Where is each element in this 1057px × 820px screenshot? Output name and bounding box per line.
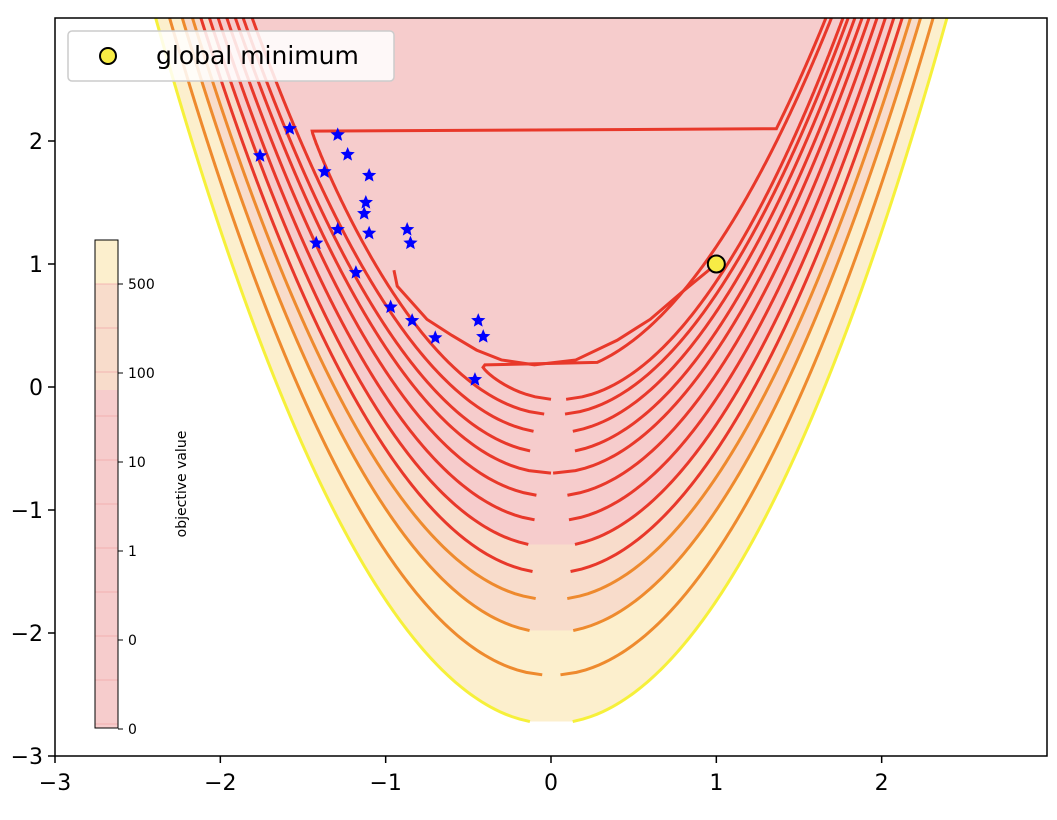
x-tick-label: −3 <box>39 771 71 796</box>
x-tick-label: −1 <box>369 771 401 796</box>
x-tick-label: −2 <box>204 771 236 796</box>
sample-points <box>252 121 491 386</box>
contour-line <box>241 18 864 453</box>
y-tick-label: −3 <box>11 745 43 770</box>
y-tick-label: 0 <box>29 376 43 401</box>
colorbar-tick-label: 10 <box>128 455 146 471</box>
colorbar-tick-label: 0 <box>128 722 137 738</box>
legend-label-global-minimum: global minimum <box>156 41 359 70</box>
colorbar-band <box>95 390 118 728</box>
sample-point-star <box>357 206 372 220</box>
sample-point-star <box>400 222 415 236</box>
sample-point-star <box>252 148 268 162</box>
contour-fill-band <box>483 18 843 400</box>
contour-line <box>310 18 850 416</box>
global-minimum-group <box>706 254 726 274</box>
sample-point-star <box>428 330 443 344</box>
contour-lines <box>154 18 949 724</box>
global-minimum-marker <box>706 254 726 274</box>
sample-point-star <box>403 235 418 250</box>
optimizer-path <box>392 262 718 367</box>
sample-point-star <box>404 313 420 327</box>
colorbar-bands <box>95 240 118 728</box>
sample-point-star <box>330 127 345 141</box>
y-tick-label: −1 <box>11 499 43 524</box>
legend: global minimum <box>67 30 395 82</box>
colorbar-tick-label: 1 <box>128 544 137 560</box>
x-tick-label: 1 <box>709 771 723 796</box>
sample-point-star <box>282 121 297 135</box>
colorbar-tick-label: 100 <box>128 366 155 382</box>
colorbar-label: objective value <box>174 431 190 538</box>
contour-fill-band <box>312 18 849 415</box>
sample-point-star <box>348 265 364 279</box>
axis-ticks: −3−3 −2 −2 −1 −1 0 0 1 1 2 2 <box>11 130 889 796</box>
sample-point-star <box>317 164 332 178</box>
x-tick-label: 0 <box>544 771 558 796</box>
colorbar-tick-label: 0 <box>128 633 137 649</box>
contour-line <box>481 18 845 401</box>
sample-point-star <box>383 299 398 314</box>
sample-point-star <box>358 195 373 209</box>
y-tick-label: 2 <box>29 130 43 155</box>
sample-point-star <box>309 235 324 250</box>
sample-point-star <box>340 147 355 161</box>
sample-point-star <box>362 225 377 240</box>
sample-point-star <box>467 372 483 386</box>
sample-point-star <box>330 222 345 236</box>
colorbar-frame <box>94 239 119 729</box>
contour-fills <box>55 18 1047 756</box>
colorbar-band <box>95 240 118 284</box>
colorbar-band <box>95 284 118 390</box>
plot-area <box>55 18 1047 756</box>
legend-box <box>67 30 395 82</box>
colorbar-tick-label: 500 <box>128 277 155 293</box>
sample-point-star <box>471 313 486 327</box>
contour-line <box>250 18 857 433</box>
sample-point-star <box>476 329 491 343</box>
y-tick-label: 1 <box>29 253 43 278</box>
x-tick-label: 2 <box>875 771 889 796</box>
optimizer-trajectory <box>392 262 718 367</box>
sample-point-star <box>362 167 377 182</box>
legend-minimum-marker <box>99 47 117 65</box>
y-tick-label: −2 <box>11 622 43 647</box>
